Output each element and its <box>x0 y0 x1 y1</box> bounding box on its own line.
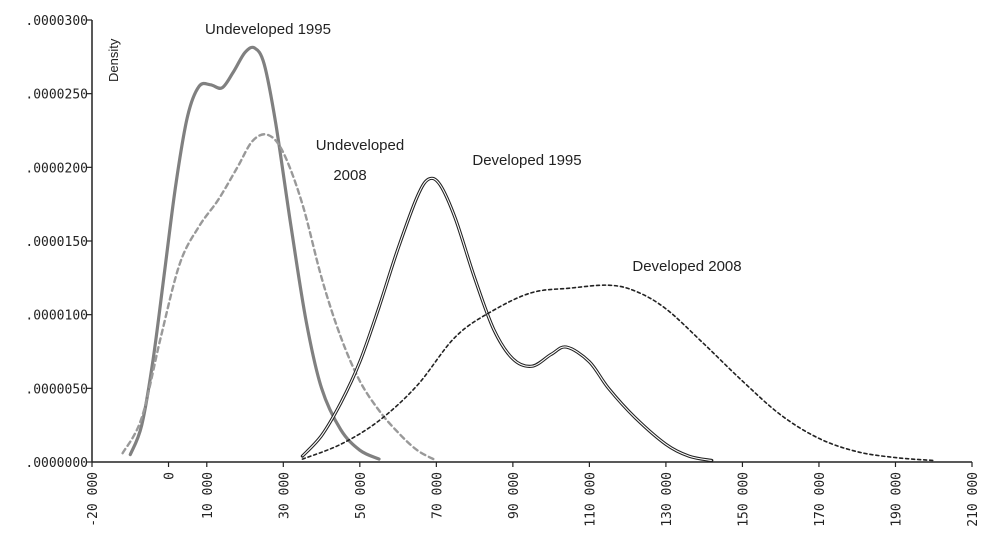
y-tick-label: .0000100 <box>25 309 88 324</box>
y-tick-label: .0000200 <box>25 161 88 176</box>
x-tick-label: -20 000 <box>86 472 101 527</box>
series-line-developed-1995 <box>300 176 714 463</box>
series-label: Undeveloped 1995 <box>205 21 331 38</box>
x-tick-label: 190 000 <box>889 472 904 527</box>
y-tick-label: .0000250 <box>25 88 88 103</box>
y-ticks: .0000300 .0000250 .0000200 .0000150 .0000100… <box>25 14 92 471</box>
y-tick-label: .0000300 <box>25 14 88 29</box>
series-line-developed-2008 <box>301 284 935 462</box>
x-tick-label: 70 000 <box>430 472 445 519</box>
x-tick-label: 150 000 <box>736 472 751 527</box>
y-tick-label: .0000000 <box>25 456 88 471</box>
x-tick-label: 90 000 <box>507 472 522 519</box>
x-tick-label: 170 000 <box>813 472 828 527</box>
series-label: Undeveloped <box>316 137 404 154</box>
series-label: Developed 2008 <box>632 258 741 275</box>
x-tick-label: 50 000 <box>354 472 369 519</box>
series-labels: Undeveloped 1995 Undeveloped 2008 Developed… <box>205 21 742 275</box>
x-tick-label: 110 000 <box>583 472 598 527</box>
x-ticks: -20 000 0 10 000 30 000 50 000 70 000 90 000 11… <box>86 462 981 527</box>
x-tick-label: 10 000 <box>201 472 216 519</box>
x-tick-label: 0 <box>163 472 178 480</box>
y-tick-label: .0000050 <box>25 382 88 397</box>
series-line-undeveloped-1995 <box>128 45 381 461</box>
x-tick-label: 130 000 <box>660 472 675 527</box>
series-line-undeveloped-2008 <box>121 133 438 462</box>
series-layer <box>121 45 935 463</box>
x-tick-label: 30 000 <box>277 472 292 519</box>
series-line-inner-developed-1995 <box>301 177 712 462</box>
y-tick-label: .0000150 <box>25 235 88 250</box>
x-tick-label: 210 000 <box>966 472 981 527</box>
series-label: Developed 1995 <box>472 152 581 169</box>
series-label: 2008 <box>333 167 366 184</box>
y-axis-title: Density <box>106 38 121 82</box>
